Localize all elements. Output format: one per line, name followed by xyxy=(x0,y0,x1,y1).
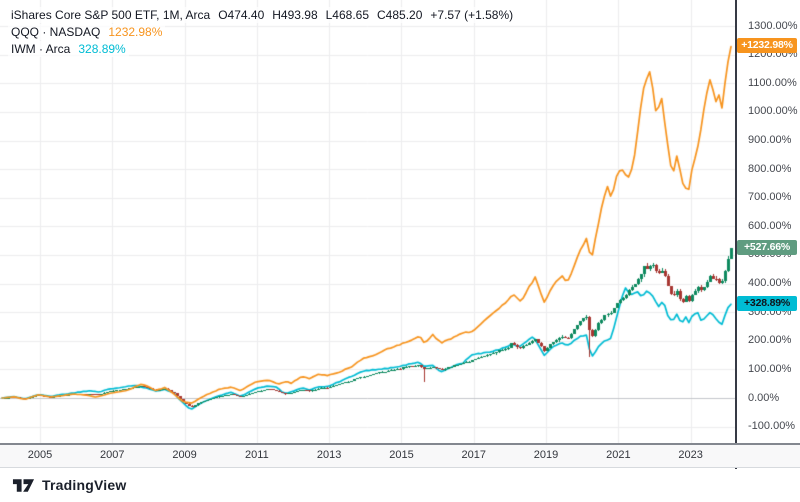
time-axis[interactable]: 2005 2007 2009 2011 2013 2015 2017 2019 2021 2023 xyxy=(0,443,800,468)
ohlc-low: L468.65 xyxy=(325,8,370,22)
x-axis-tick-label: 2011 xyxy=(245,449,269,461)
ohlc-change: +7.57 (+1.58%) xyxy=(430,8,514,22)
compare-value-qqq: 1232.98% xyxy=(108,25,163,39)
y-axis-tick-label: 600.00% xyxy=(748,219,792,232)
y-axis-tick-label: 1100.00% xyxy=(748,76,797,89)
tradingview-brand-text: TradingView xyxy=(42,477,127,493)
y-axis-tick-label: 900.00% xyxy=(748,134,792,147)
y-axis-tick-label: 800.00% xyxy=(748,162,792,175)
x-axis-tick-label: 2023 xyxy=(678,449,703,461)
y-axis-tick-label: 200.00% xyxy=(748,334,792,347)
compare-symbol-iwm: IWM · Arca xyxy=(11,42,71,56)
x-axis-tick-label: 2019 xyxy=(533,449,559,461)
compare-symbol-qqq: QQQ · NASDAQ xyxy=(11,25,101,39)
x-axis-tick-label: 2015 xyxy=(389,449,414,461)
chart-legend: iShares Core S&P 500 ETF, 1M, Arca O474.… xyxy=(8,7,517,58)
y-axis-tick-label: 0.00% xyxy=(748,391,780,404)
legend-main-row[interactable]: iShares Core S&P 500 ETF, 1M, Arca O474.… xyxy=(8,7,517,23)
ohlc-high: H493.98 xyxy=(272,8,318,22)
x-axis-tick-label: 2005 xyxy=(27,449,53,461)
tradingview-attribution[interactable]: TradingView xyxy=(12,477,126,493)
y-axis-tick-label: 1300.00% xyxy=(748,19,798,32)
y-axis-tick-label: -100.00% xyxy=(748,420,796,433)
y-axis-tick-label: 400.00% xyxy=(748,277,792,290)
x-axis-tick-label: 2013 xyxy=(316,449,342,461)
price-chart-canvas[interactable] xyxy=(0,0,735,443)
y-axis-tick-label: 100.00% xyxy=(748,362,792,375)
tradingview-logo-icon xyxy=(12,478,35,492)
y-axis-tick-label: 1000.00% xyxy=(748,105,798,118)
price-axis-separator xyxy=(735,0,737,469)
x-axis-tick-label: 2021 xyxy=(606,449,631,461)
x-axis-tick-label: 2007 xyxy=(100,449,125,461)
symbol-title: iShares Core S&P 500 ETF, 1M, Arca xyxy=(11,8,211,22)
iwm-last-value-badge: +328.89% xyxy=(737,296,797,312)
price-axis[interactable]: 1300.00% 1200.00% 1100.00% 1000.00% 900.00% 8… xyxy=(737,0,800,443)
legend-compare-row-qqq[interactable]: QQQ · NASDAQ 1232.98% xyxy=(8,24,166,40)
ohlc-open: O474.40 xyxy=(218,8,265,22)
y-axis-tick-label: 700.00% xyxy=(748,191,792,204)
ohlc-close: C485.20 xyxy=(377,8,423,22)
ivv-last-value-badge: +527.66% xyxy=(737,239,797,255)
x-axis-tick-label: 2009 xyxy=(172,449,197,461)
legend-compare-row-iwm[interactable]: IWM · Arca 328.89% xyxy=(8,41,129,57)
qqq-last-value-badge: +1232.98% xyxy=(737,37,797,53)
compare-value-iwm: 328.89% xyxy=(78,42,126,56)
x-axis-tick-label: 2017 xyxy=(461,449,486,461)
